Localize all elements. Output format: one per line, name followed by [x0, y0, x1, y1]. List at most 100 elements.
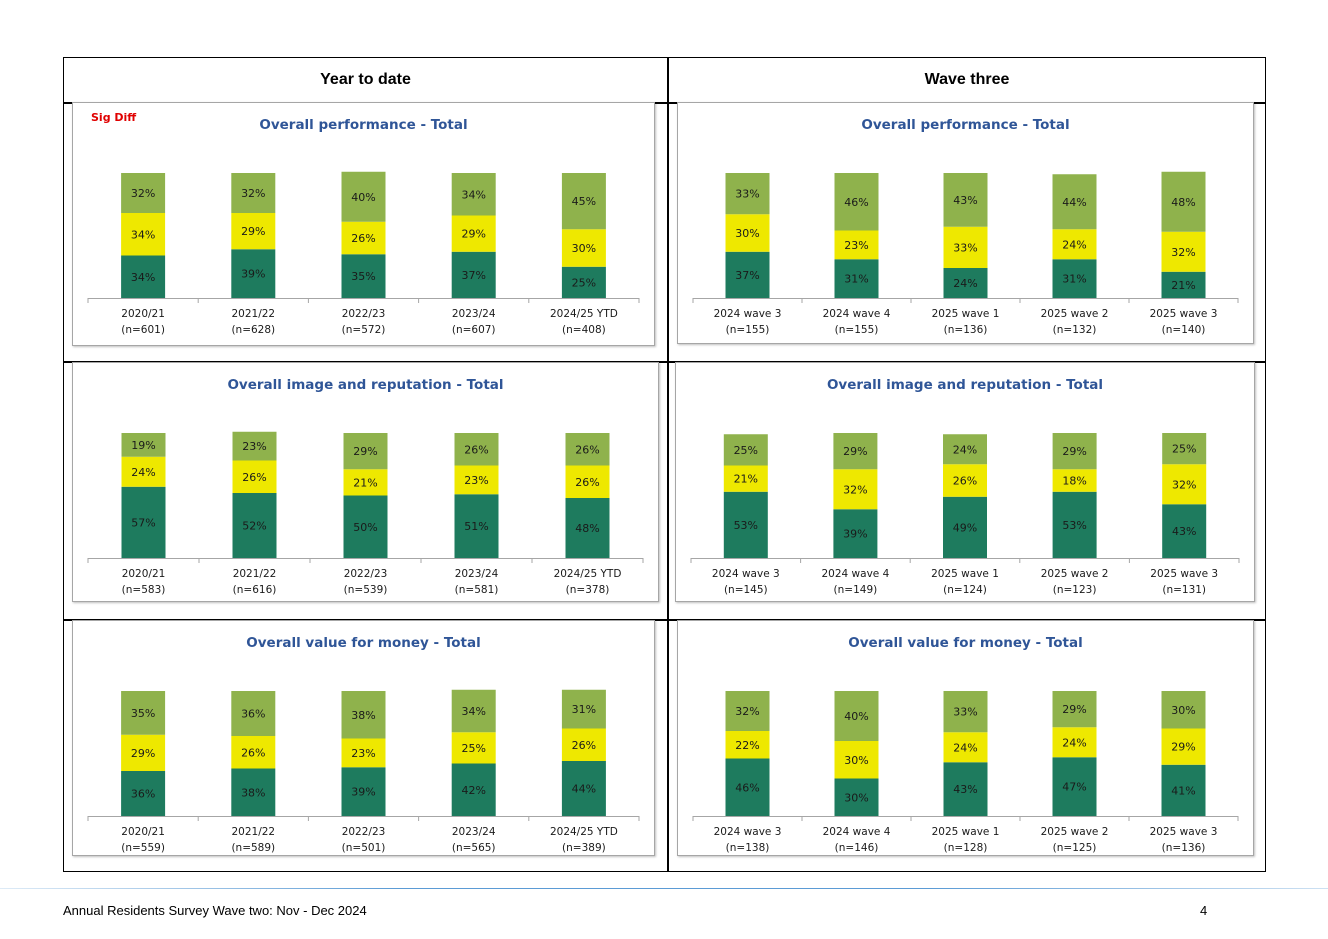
- sample-size-label: (n=146): [835, 842, 879, 854]
- data-label: 30%: [572, 242, 596, 255]
- category-label: 2025 wave 2: [1041, 308, 1109, 320]
- category-label: 2024 wave 3: [714, 826, 782, 838]
- data-label: 24%: [953, 741, 977, 754]
- data-label: 39%: [843, 528, 867, 541]
- bar-segment-middle: [1052, 727, 1097, 758]
- sample-size-label: (n=583): [122, 584, 166, 596]
- data-label: 40%: [844, 710, 868, 723]
- bar-segment-bottom: [341, 254, 386, 298]
- bar-segment-bottom: [451, 251, 496, 298]
- data-label: 25%: [734, 444, 758, 457]
- data-label: 53%: [734, 519, 758, 532]
- bar-segment-top: [1052, 691, 1097, 728]
- bar-segment-bottom: [451, 763, 496, 816]
- data-label: 26%: [242, 471, 266, 484]
- sample-size-label: (n=378): [566, 584, 610, 596]
- data-label: 39%: [351, 786, 375, 799]
- sample-size-label: (n=408): [562, 324, 606, 336]
- data-label: 48%: [575, 522, 599, 535]
- data-label: 43%: [953, 783, 977, 796]
- data-label: 32%: [241, 187, 265, 200]
- chart-panel: Overall image and reputation - Total 53% 2…: [675, 362, 1255, 602]
- data-label: 48%: [1171, 196, 1195, 209]
- stacked-bar-chart: Overall value for money - Total 46% 22% 32%…: [692, 635, 1239, 854]
- sample-size-label: (n=125): [1053, 842, 1097, 854]
- category-label: 2025 wave 1: [932, 308, 1000, 320]
- data-label: 24%: [953, 277, 977, 290]
- bar-segment-top: [725, 691, 770, 731]
- category-label: 2023/24: [455, 568, 499, 580]
- bar-segment-top: [121, 173, 166, 213]
- bar-segment-middle: [341, 738, 386, 768]
- stacked-bar-chart: Overall image and reputation - Total 53% 2…: [690, 377, 1240, 596]
- sample-size-label: (n=123): [1053, 584, 1097, 596]
- data-label: 33%: [953, 706, 977, 719]
- bar-segment-bottom: [943, 762, 988, 816]
- category-label: 2025 wave 3: [1150, 308, 1218, 320]
- data-label: 43%: [1172, 525, 1196, 538]
- data-label: 32%: [735, 705, 759, 718]
- data-label: 45%: [572, 195, 596, 208]
- column-divider: [667, 58, 669, 871]
- sample-size-label: (n=124): [943, 584, 987, 596]
- bar-segment-middle: [723, 465, 768, 492]
- data-label: 36%: [131, 788, 155, 801]
- bar-segment-bottom: [565, 498, 610, 558]
- bar-segment-middle: [561, 229, 606, 267]
- data-label: 31%: [572, 703, 596, 716]
- bar-segment-top: [1162, 433, 1207, 465]
- sample-size-label: (n=138): [726, 842, 770, 854]
- bar-segment-bottom: [121, 486, 166, 558]
- category-label: 2024 wave 4: [823, 308, 891, 320]
- stacked-bar-chart: Overall performance - Total 34% 34% 32% 2020…: [87, 117, 640, 336]
- data-label: 24%: [953, 443, 977, 456]
- sig-diff-label: Sig Diff: [91, 111, 137, 124]
- bar-segment-top: [1161, 691, 1206, 729]
- data-label: 33%: [735, 188, 759, 201]
- category-label: 2024/25 YTD: [550, 826, 618, 838]
- data-label: 49%: [953, 521, 977, 534]
- bar-segment-bottom: [1161, 271, 1206, 298]
- sample-size-label: (n=145): [724, 584, 768, 596]
- category-label: 2024 wave 3: [714, 308, 782, 320]
- bar-segment-middle: [1052, 229, 1097, 260]
- bar-segment-bottom: [231, 249, 276, 298]
- category-label: 2022/23: [344, 568, 388, 580]
- bar-segment-top: [232, 431, 277, 461]
- sample-size-label: (n=601): [121, 324, 165, 336]
- footer-divider: [0, 888, 1328, 889]
- category-label: 2021/22: [231, 308, 275, 320]
- sample-size-label: (n=155): [835, 324, 879, 336]
- bar-segment-middle: [1162, 464, 1207, 505]
- category-label: 2025 wave 2: [1041, 568, 1109, 580]
- sample-size-label: (n=136): [1162, 842, 1206, 854]
- bar-segment-top: [231, 691, 276, 736]
- chart-title: Overall value for money - Total: [848, 635, 1082, 651]
- sample-size-label: (n=140): [1162, 324, 1206, 336]
- charts-grid: Year to date Wave three: [63, 57, 1266, 872]
- sample-size-label: (n=136): [944, 324, 988, 336]
- data-label: 34%: [461, 705, 485, 718]
- data-label: 29%: [131, 747, 155, 760]
- sample-size-label: (n=389): [562, 842, 606, 854]
- bar-segment-bottom: [723, 491, 768, 558]
- sample-size-label: (n=132): [1053, 324, 1097, 336]
- bar-segment-middle: [834, 230, 879, 260]
- bar-segment-top: [451, 173, 496, 216]
- bar-segment-bottom: [231, 768, 276, 816]
- data-label: 30%: [1171, 704, 1195, 717]
- bar-segment-top: [943, 434, 987, 465]
- category-label: 2024 wave 4: [823, 826, 891, 838]
- bar-segment-top: [943, 173, 988, 227]
- bar-segment-middle: [343, 469, 388, 496]
- category-label: 2025 wave 3: [1150, 568, 1218, 580]
- bar-segment-top: [121, 433, 166, 457]
- category-label: 2020/21: [121, 308, 165, 320]
- data-label: 33%: [953, 241, 977, 254]
- data-label: 47%: [1062, 781, 1086, 794]
- bar-segment-middle: [232, 460, 277, 493]
- data-label: 29%: [1062, 703, 1086, 716]
- data-label: 30%: [844, 791, 868, 804]
- bar-segment-bottom: [561, 266, 606, 298]
- data-label: 22%: [735, 739, 759, 752]
